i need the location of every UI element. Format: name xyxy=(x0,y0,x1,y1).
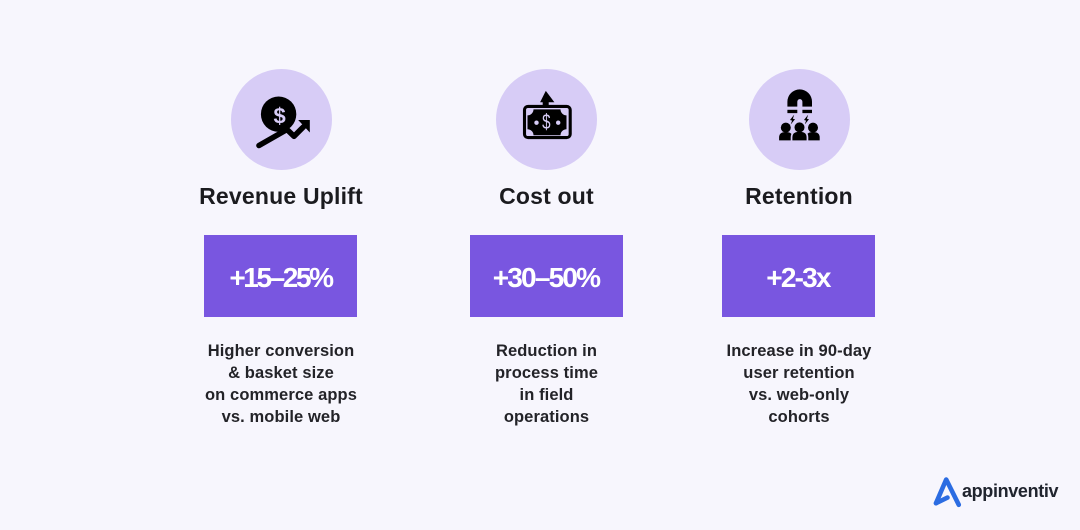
svg-text:$: $ xyxy=(542,109,550,133)
svg-text:$: $ xyxy=(273,103,285,128)
